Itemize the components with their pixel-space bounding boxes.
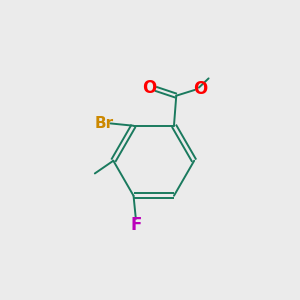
Text: F: F [130,216,142,234]
Text: O: O [142,79,156,97]
Text: O: O [193,80,207,98]
Text: Br: Br [94,116,113,131]
